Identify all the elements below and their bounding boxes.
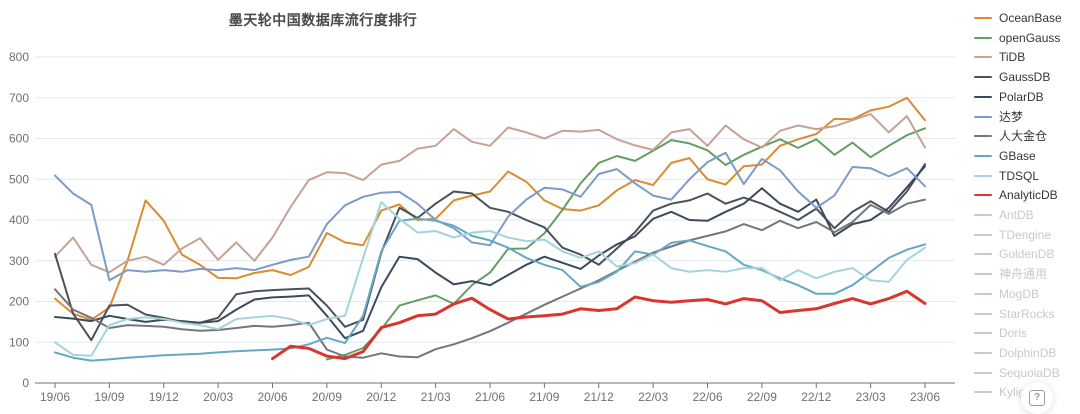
legend-swatch [974, 351, 992, 354]
legend-swatch [974, 115, 992, 118]
legend-swatch [974, 214, 992, 216]
legend-item-DolphinDB[interactable]: DolphinDB [974, 346, 1056, 360]
legend-swatch [974, 292, 992, 295]
legend-label: Doris [999, 326, 1028, 341]
y-axis-tick-label: 500 [9, 172, 29, 186]
series-line-GBase [54, 217, 926, 362]
legend-item-AnalyticDB[interactable]: AnalyticDB [974, 188, 1058, 202]
y-axis-tick-label: 800 [9, 50, 29, 64]
y-axis-tick-label: 300 [9, 254, 29, 268]
legend-label: GBase [999, 148, 1036, 163]
series-line-openGauss [325, 127, 926, 361]
legend-item-StarRocks[interactable]: StarRocks [974, 307, 1054, 321]
x-axis-tick-label: 20/09 [312, 390, 342, 404]
legend-label: MogDB [999, 286, 1040, 301]
y-axis-tick-label: 700 [9, 91, 29, 105]
legend-label: DolphinDB [999, 345, 1057, 360]
legend-item-PolarDB[interactable]: PolarDB [974, 90, 1044, 104]
legend-item-MogDB[interactable]: MogDB [974, 287, 1039, 301]
legend-label: TDengine [999, 227, 1052, 242]
legend-swatch [974, 154, 992, 157]
legend-item-SequoiaDB[interactable]: SequoiaDB [974, 366, 1060, 380]
series-line-AnalyticDB [271, 289, 927, 361]
x-axis-tick-label: 19/09 [94, 390, 124, 404]
legend-label: 达梦 [999, 109, 1024, 124]
legend-item-GaussDB[interactable]: GaussDB [974, 70, 1050, 84]
legend-label: TiDB [999, 50, 1026, 65]
legend-item-神舟通用[interactable]: 神舟通用 [974, 267, 1047, 281]
legend-swatch [974, 95, 992, 98]
legend-swatch [974, 17, 992, 19]
legend-label: AnalyticDB [999, 188, 1058, 203]
legend-swatch [974, 273, 992, 276]
legend-label: GaussDB [999, 70, 1051, 85]
legend-swatch [974, 56, 992, 59]
x-axis-tick-label: 19/06 [40, 390, 70, 404]
x-axis-tick-label: 20/12 [366, 390, 396, 404]
legend-label: 人大金仓 [999, 129, 1048, 144]
legend-label: SequoiaDB [999, 365, 1060, 380]
legend-item-TDengine[interactable]: TDengine [974, 228, 1051, 242]
legend-item-GBase[interactable]: GBase [974, 149, 1036, 163]
series-line-PolarDB [54, 165, 926, 340]
series-line-人大金仓 [54, 198, 926, 359]
y-axis-tick-label: 400 [9, 213, 29, 227]
legend-item-Doris[interactable]: Doris [974, 326, 1027, 340]
legend-label: AntDB [999, 208, 1034, 222]
legend-item-达梦[interactable]: 达梦 [974, 110, 1023, 124]
legend-label: OceanBase [999, 11, 1062, 25]
series-line-TDSQL [54, 201, 926, 357]
legend-label: 神舟通用 [999, 267, 1048, 282]
x-axis-tick-label: 20/03 [203, 390, 233, 404]
legend-swatch [974, 332, 992, 335]
legend-swatch [974, 233, 992, 236]
x-axis-tick-label: 22/12 [801, 390, 831, 404]
x-axis-tick-label: 21/06 [475, 390, 505, 404]
legend-swatch [974, 36, 992, 39]
legend-label: PolarDB [999, 89, 1044, 104]
legend-swatch [974, 135, 992, 138]
legend-label: TDSQL [999, 168, 1040, 183]
legend-swatch [974, 174, 992, 177]
x-axis-tick-label: 21/03 [421, 390, 451, 404]
y-axis-tick-label: 600 [9, 132, 29, 146]
x-axis-tick-label: 20/06 [257, 390, 287, 404]
legend-label: openGauss [999, 30, 1061, 45]
legend-item-OceanBase[interactable]: OceanBase [974, 11, 1062, 25]
y-axis-tick-label: 200 [9, 295, 29, 309]
x-axis-tick-label: 21/09 [529, 390, 559, 404]
legend-item-GoldenDB[interactable]: GoldenDB [974, 247, 1054, 261]
series-line-达梦 [54, 151, 926, 282]
legend-label: GoldenDB [999, 247, 1055, 262]
x-axis-tick-label: 22/06 [692, 390, 722, 404]
legend-item-TDSQL[interactable]: TDSQL [974, 169, 1039, 183]
legend-swatch [974, 391, 992, 394]
legend-label: StarRocks [999, 306, 1055, 321]
x-axis-tick-label: 21/12 [584, 390, 614, 404]
legend-swatch [974, 371, 992, 374]
x-axis-tick-label: 22/09 [747, 390, 777, 404]
legend-item-TiDB[interactable]: TiDB [974, 50, 1025, 64]
legend-swatch [974, 253, 992, 256]
y-axis-tick-label: 0 [22, 376, 29, 390]
x-axis-tick-label: 23/06 [910, 390, 940, 404]
x-axis-tick-label: 23/03 [856, 390, 886, 404]
y-axis-tick-label: 100 [9, 335, 29, 349]
series-line-TiDB [54, 113, 926, 274]
legend-item-AntDB[interactable]: AntDB [974, 208, 1034, 222]
legend-swatch [974, 76, 992, 79]
x-axis-tick-label: 19/12 [149, 390, 179, 404]
legend-item-人大金仓[interactable]: 人大金仓 [974, 129, 1047, 143]
x-axis-tick-label: 22/03 [638, 390, 668, 404]
legend-swatch [974, 194, 992, 197]
help-button[interactable]: ? [1021, 382, 1053, 414]
question-mark-icon: ? [1029, 390, 1045, 406]
legend-item-openGauss[interactable]: openGauss [974, 31, 1060, 45]
chart-title: 墨天轮中国数据库流行度排行 [228, 12, 418, 28]
legend-swatch [974, 312, 992, 315]
series-line-OceanBase [54, 96, 926, 321]
